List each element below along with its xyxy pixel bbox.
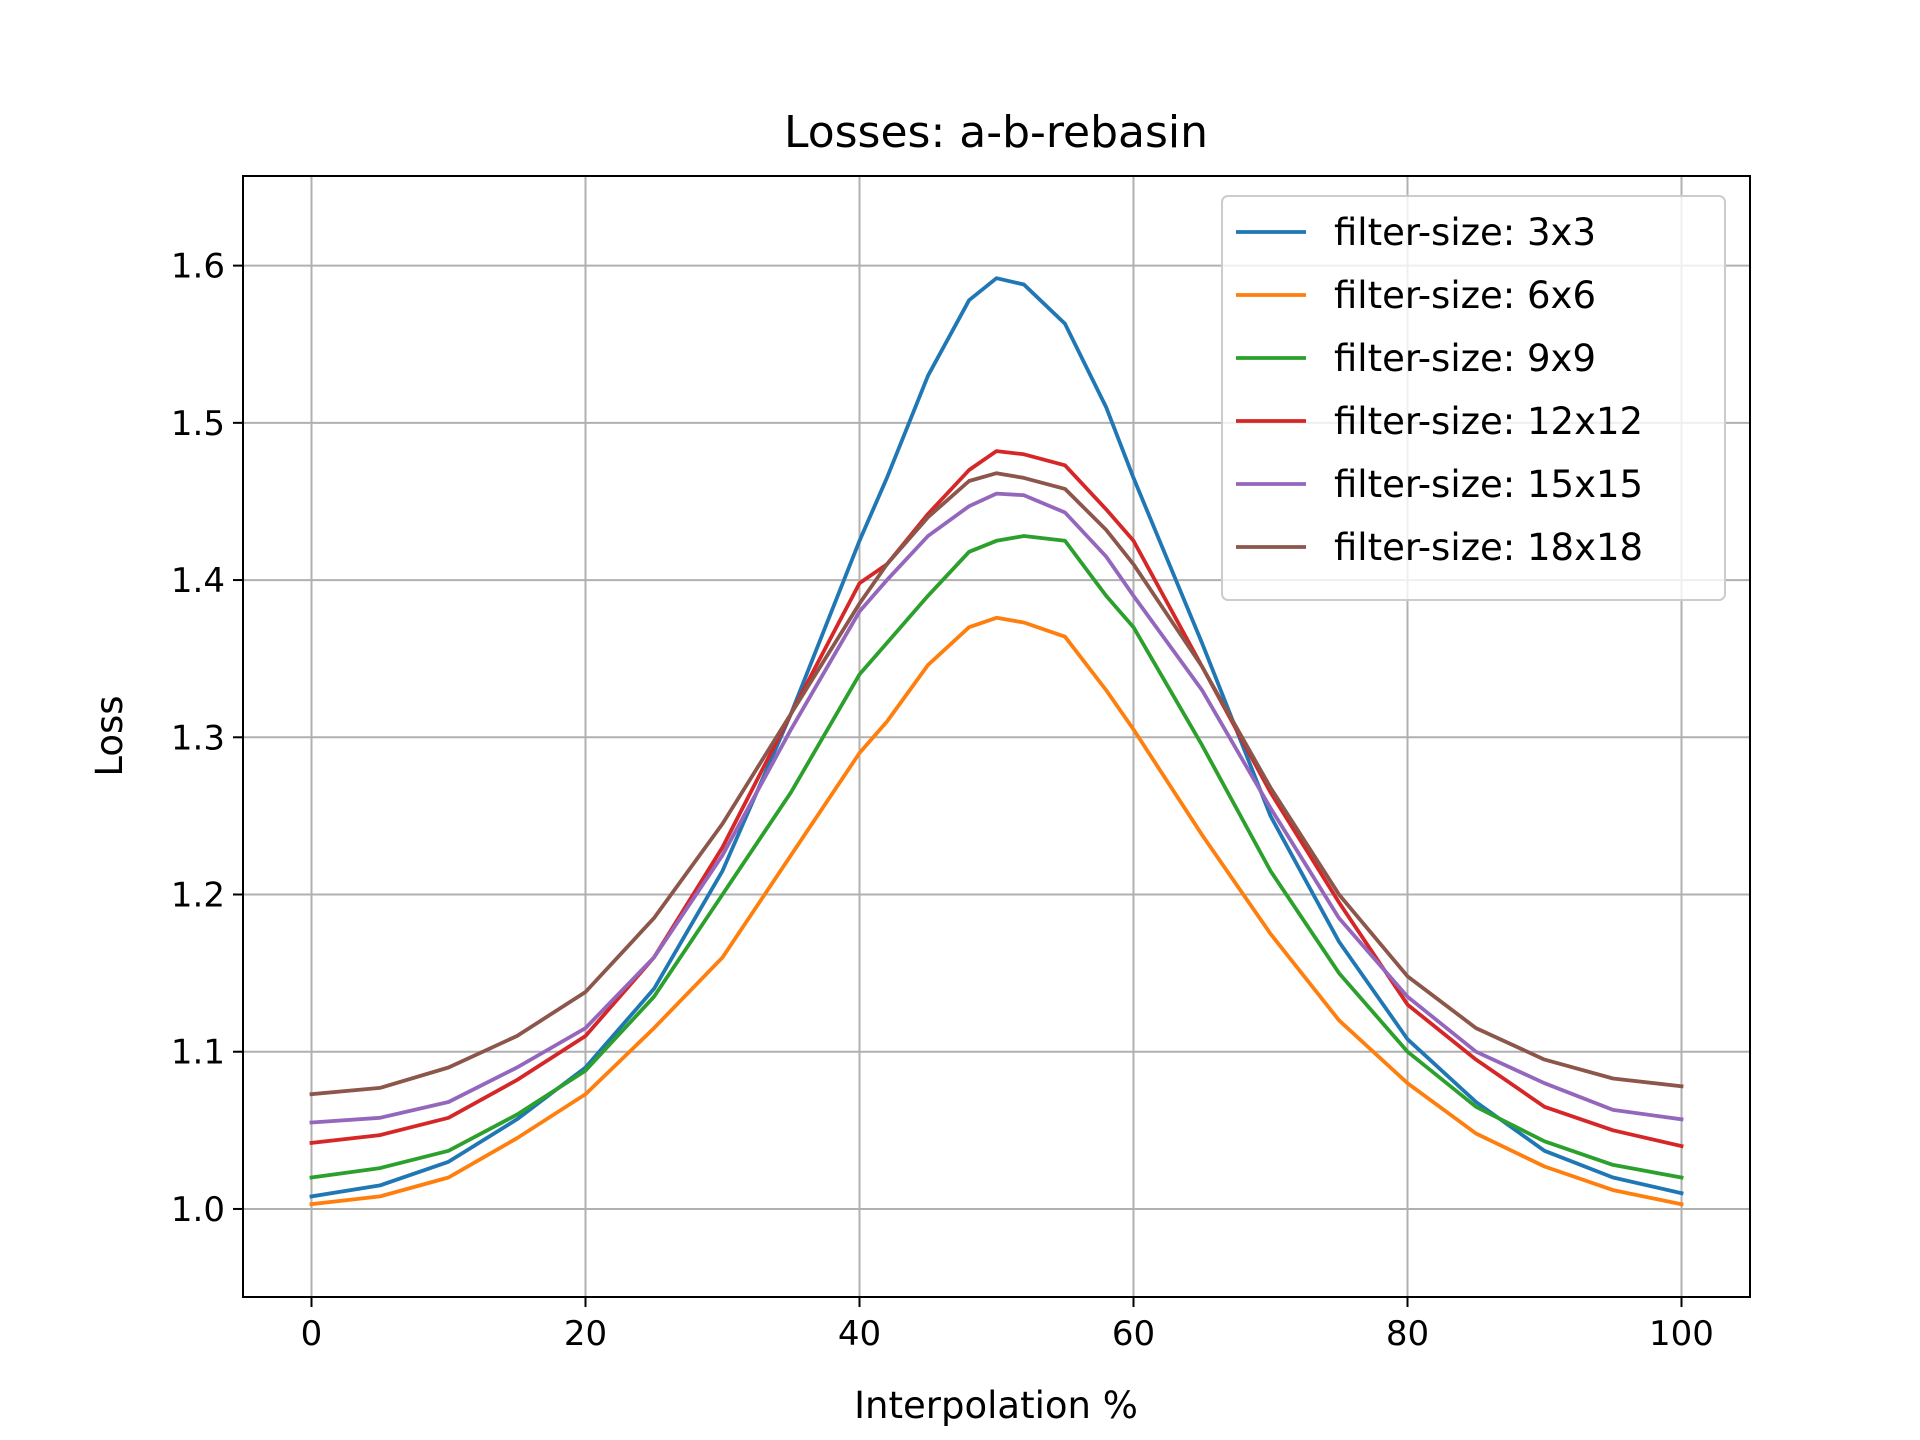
chart-title: Losses: a-b-rebasin [784, 107, 1208, 158]
legend-box [1221, 195, 1726, 601]
y-tick-label: 1.2 [171, 876, 225, 916]
legend-entry-label: filter-size: 9x9 [1334, 337, 1596, 380]
y-axis-label: Loss [88, 695, 131, 776]
legend-entry-label: filter-size: 18x18 [1334, 526, 1643, 569]
plot-area-frame [242, 175, 1751, 1298]
x-tick-label: 20 [564, 1314, 607, 1354]
y-tick-label: 1.5 [171, 404, 225, 444]
y-tick-label: 1.6 [171, 247, 225, 287]
legend: filter-size: 3x3 filter-size: 6x6 filter-s… [1221, 195, 1726, 601]
x-axis-label: Interpolation % [854, 1384, 1138, 1427]
x-tick-label: 40 [838, 1314, 881, 1354]
series-line-4 [309, 449, 1684, 1149]
axis-ticks: 0 20 40 60 80 100 1.0 1.1 1.2 1.3 1.4 1.5 1.6 [171, 247, 1714, 1354]
x-tick-label: 60 [1112, 1314, 1155, 1354]
legend-entry-label: filter-size: 12x12 [1334, 400, 1643, 443]
y-tick-label: 1.3 [171, 718, 225, 758]
series-line-6 [309, 471, 1684, 1097]
series-line-5 [309, 491, 1684, 1125]
x-tick-label: 100 [1649, 1314, 1714, 1354]
x-tick-label: 0 [301, 1314, 323, 1354]
series-line-1 [309, 276, 1684, 1199]
x-tick-label: 80 [1386, 1314, 1429, 1354]
y-tick-label: 1.0 [171, 1190, 225, 1230]
legend-entry-label: filter-size: 6x6 [1334, 274, 1596, 317]
series-lines [309, 276, 1684, 1207]
series-line-2 [309, 615, 1684, 1207]
series-line-3 [309, 534, 1684, 1180]
y-tick-label: 1.1 [171, 1033, 225, 1073]
legend-entry-label: filter-size: 3x3 [1334, 211, 1596, 254]
y-tick-label: 1.4 [171, 561, 225, 601]
legend-entry-label: filter-size: 15x15 [1334, 463, 1643, 506]
